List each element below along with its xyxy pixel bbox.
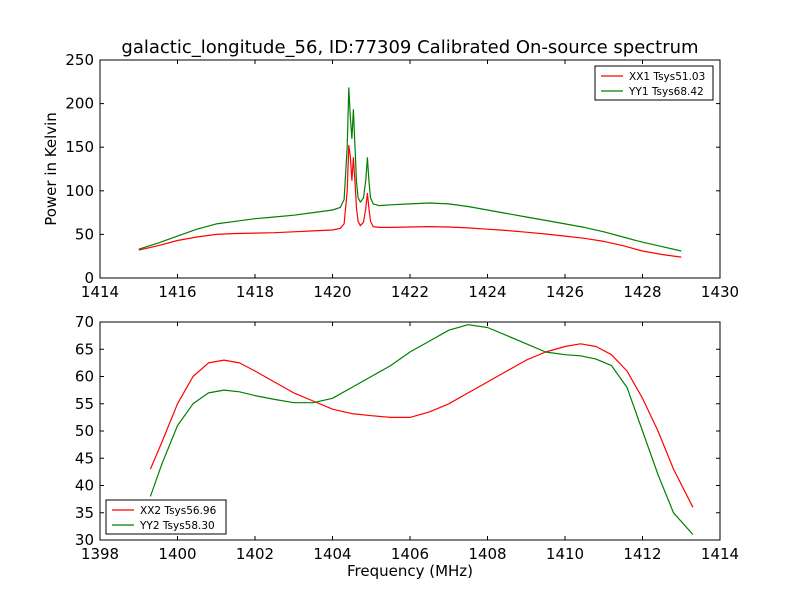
- series-line-1: [138, 144, 682, 258]
- series-line-1: [149, 343, 694, 508]
- x-tick-label: 1402: [236, 545, 274, 563]
- legend-box: [105, 499, 227, 535]
- legend-box: [594, 65, 714, 101]
- x-tick-label: 1404: [313, 545, 351, 563]
- y-tick-label: 150: [65, 138, 94, 156]
- y-tick-label: 50: [75, 225, 94, 243]
- x-tick-label: 1422: [391, 283, 429, 301]
- x-tick-label: 1406: [391, 545, 429, 563]
- legend-label: YY2 Tsys58.30: [139, 520, 215, 532]
- y-tick-label: 60: [75, 368, 94, 386]
- legend: XX2 Tsys56.96 YY2 Tsys58.30: [105, 499, 227, 535]
- x-tick-label: 1426: [546, 283, 584, 301]
- y-tick-label: 65: [75, 340, 94, 358]
- x-tick-label: 1410: [546, 545, 584, 563]
- y-tick-label: 40: [75, 477, 94, 495]
- x-tick-label: 1412: [623, 545, 661, 563]
- legend-label: XX1 Tsys51.03: [629, 71, 705, 83]
- y-axis-label: Power in Kelvin: [42, 112, 60, 226]
- legend-label: XX2 Tsys56.96: [140, 505, 217, 517]
- x-tick-label: 1414: [81, 283, 119, 301]
- x-tick-label: 1398: [81, 545, 119, 563]
- x-tick-label: 1428: [623, 283, 661, 301]
- y-tick-label: 100: [65, 182, 94, 200]
- x-tick-label: 1424: [468, 283, 506, 301]
- x-tick-label: 1418: [236, 283, 274, 301]
- x-tick-label: 1414: [701, 545, 739, 563]
- spectrum-panel-top: 1414 1416 1418 1420 1422 1424 1426 1428 1430 0 50 1…: [42, 51, 739, 301]
- y-tick-label: 50: [75, 422, 94, 440]
- y-tick-label: 35: [75, 504, 94, 522]
- y-tick-label: 250: [65, 51, 94, 69]
- x-axis-label: Frequency (MHz): [347, 562, 473, 580]
- legend: XX1 Tsys51.03 YY1 Tsys68.42: [594, 65, 714, 101]
- y-tick-label: 0: [84, 269, 94, 287]
- y-tick-label: 55: [75, 395, 94, 413]
- x-tick-label: 1400: [158, 545, 196, 563]
- y-tick-label: 200: [65, 95, 94, 113]
- x-tick-label: 1408: [468, 545, 506, 563]
- spectrum-panel-bottom: 1398 1400 1402 1404 1406 1408 1410 1412 1414 30 35…: [75, 313, 739, 580]
- figure-title: galactic_longitude_56, ID:77309 Calibrat…: [121, 37, 698, 58]
- legend-label: YY1 Tsys68.42: [628, 86, 704, 98]
- y-tick-label: 70: [75, 313, 94, 331]
- x-tick-label: 1420: [313, 283, 351, 301]
- y-tick-label: 30: [75, 531, 94, 549]
- series-line-2: [138, 87, 682, 252]
- series-line-2: [149, 324, 694, 535]
- x-tick-label: 1430: [701, 283, 739, 301]
- y-tick-label: 45: [75, 449, 94, 467]
- x-tick-label: 1416: [158, 283, 196, 301]
